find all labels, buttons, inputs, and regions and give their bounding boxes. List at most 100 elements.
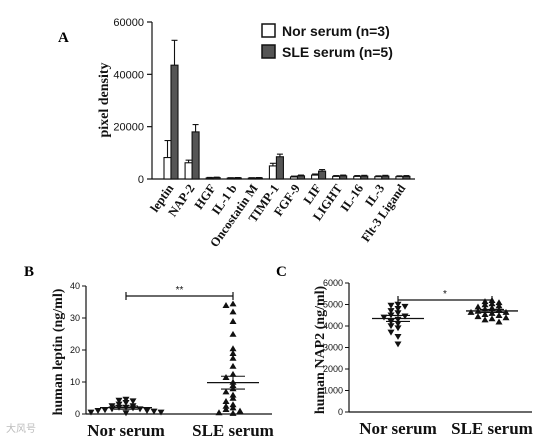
panel-c-x-category-label: Nor serum xyxy=(359,419,437,438)
panel-c-data-point xyxy=(495,302,503,309)
panel-b-data-point xyxy=(229,362,237,369)
panel-b-significance-marker: ** xyxy=(176,285,184,296)
panel-b-y-axis-title: human leptin (ng/ml) xyxy=(51,288,66,415)
panel-b-data-point xyxy=(115,397,123,404)
panel-a-bar xyxy=(191,131,200,180)
panel-c-y-tick-label: 5000 xyxy=(323,300,343,310)
panel-c-y-tick-label: 2000 xyxy=(323,364,343,374)
panel-c-x-category-label: SLE serum xyxy=(451,419,533,438)
panel-c-y-tick-label: 3000 xyxy=(323,343,343,353)
panel-c-data-point xyxy=(394,301,402,308)
panel-c-y-axis-title: human NAP2 (ng/ml) xyxy=(313,285,328,414)
panel-b-data-point xyxy=(87,409,95,416)
panel-a-bars xyxy=(163,39,411,180)
panel-b-data-point xyxy=(229,404,237,411)
panel-a-letter: A xyxy=(58,30,69,46)
panel-b-data-point xyxy=(222,402,230,409)
panel-b-data-point xyxy=(222,388,230,395)
panel-c-plot: 0 1000 2000 3000 4000 5000 6000 Nor serum SLE se… xyxy=(323,278,533,438)
panel-c-data-point xyxy=(502,314,510,321)
panel-b-data-point xyxy=(122,400,130,406)
panel-b-data-point xyxy=(229,354,237,361)
panel-c-data-point xyxy=(401,303,409,310)
panel-b-data-point xyxy=(157,409,165,416)
panel-a-y-tick-label: 40000 xyxy=(113,69,144,81)
panel-c-data-point xyxy=(502,308,510,315)
panel-c-data-point xyxy=(387,308,395,315)
panel-c-data-point xyxy=(474,313,482,320)
panel-b-y-tick-label: 30 xyxy=(70,313,80,323)
panel-c-data-point xyxy=(481,301,489,308)
panel-b-y-tick-label: 40 xyxy=(70,281,80,291)
panel-c-data-point xyxy=(495,318,503,325)
panel-a-bar xyxy=(205,177,214,180)
panel-b-data-point xyxy=(229,330,237,337)
panel-a-legend-swatch xyxy=(261,23,276,38)
panel-b-data-point xyxy=(229,394,237,401)
panel-b-data-point xyxy=(222,398,230,404)
panel-c-data-point xyxy=(481,311,489,317)
panel-a-y-ticks: 0 20000 40000 60000 xyxy=(113,17,415,186)
panel-a-bar xyxy=(268,165,277,180)
panel-a-legend-label: Nor serum (n=3) xyxy=(282,23,390,39)
panel-a-bar xyxy=(275,156,284,180)
panel-b-data-point xyxy=(215,409,223,416)
panel-b-plot: 0 10 20 30 40 Nor serum SLE serum ** xyxy=(70,281,274,439)
panel-c-data-point xyxy=(495,312,503,319)
panel-b-data-point xyxy=(129,405,137,412)
panel-b-data-point xyxy=(222,302,230,308)
panel-c-data-point xyxy=(380,314,388,321)
panel-b-data-point xyxy=(115,401,123,408)
panel-c-data-point xyxy=(394,321,402,327)
panel-c-data-point xyxy=(467,308,475,315)
panel-b-x-category-label: Nor serum xyxy=(87,421,165,439)
panel-b-data-point xyxy=(122,396,130,403)
panel-b-data-point xyxy=(222,406,230,412)
panel-a-bar xyxy=(296,175,306,180)
panel-c-data-point xyxy=(394,333,402,340)
panel-a-bar xyxy=(212,177,221,180)
panel-c-data-point xyxy=(387,302,395,309)
panel-a-bar xyxy=(339,175,348,180)
panel-c-data-point xyxy=(394,341,402,348)
panel-b-data-point xyxy=(94,408,102,414)
panel-a-legend-swatch xyxy=(261,44,276,59)
panel-a-bar xyxy=(402,175,411,180)
panel-c-data-point xyxy=(387,329,395,336)
panel-b-y-tick-label: 0 xyxy=(75,409,80,419)
panel-b-data-point xyxy=(229,409,237,416)
panel-a-category-label: IL-16 xyxy=(338,182,367,215)
panel-a-y-tick-label: 20000 xyxy=(113,122,144,134)
panel-b-data-point xyxy=(129,398,137,405)
panel-c-data-point xyxy=(488,315,496,322)
panel-b-data-point xyxy=(122,410,130,417)
panel-c-y-tick-label: 0 xyxy=(338,407,343,417)
panel-b-data-point xyxy=(229,350,237,356)
panel-c-data-point xyxy=(481,305,489,312)
panel-a-bar xyxy=(289,176,299,180)
panel-a-bar xyxy=(318,170,327,180)
panel-a-y-axis-title: pixel density xyxy=(97,62,112,137)
panel-a: A pixel density 0 20000 40000 60000 leptinN… xyxy=(58,17,415,250)
panel-b-data-point xyxy=(229,345,237,352)
panel-b-data-point xyxy=(229,370,237,377)
panel-a-bar xyxy=(360,175,369,180)
panel-b-data-point xyxy=(222,374,230,380)
panel-a-y-tick-label: 60000 xyxy=(113,17,144,29)
panel-b: B human leptin (ng/ml) 0 10 20 30 40 Nor seru… xyxy=(24,264,274,439)
panel-b-data-point xyxy=(108,403,116,410)
watermark-text: 大风号 xyxy=(6,422,36,435)
panel-b-letter: B xyxy=(24,264,34,280)
panel-c-significance-marker: * xyxy=(443,289,447,300)
panel-a-bar xyxy=(332,175,341,180)
panel-b-y-tick-label: 10 xyxy=(70,377,80,387)
panel-a-bar xyxy=(381,175,390,180)
panel-b-data-point xyxy=(229,300,237,307)
panel-c-data-point xyxy=(495,299,503,306)
panel-b-data-point xyxy=(143,408,151,414)
panel-c-data-point xyxy=(394,325,402,332)
panel-c-y-tick-label: 4000 xyxy=(323,321,343,331)
panel-b-data-point xyxy=(229,401,237,408)
panel-a-legend: Nor serum (n=3) SLE serum (n=5) xyxy=(261,23,393,60)
